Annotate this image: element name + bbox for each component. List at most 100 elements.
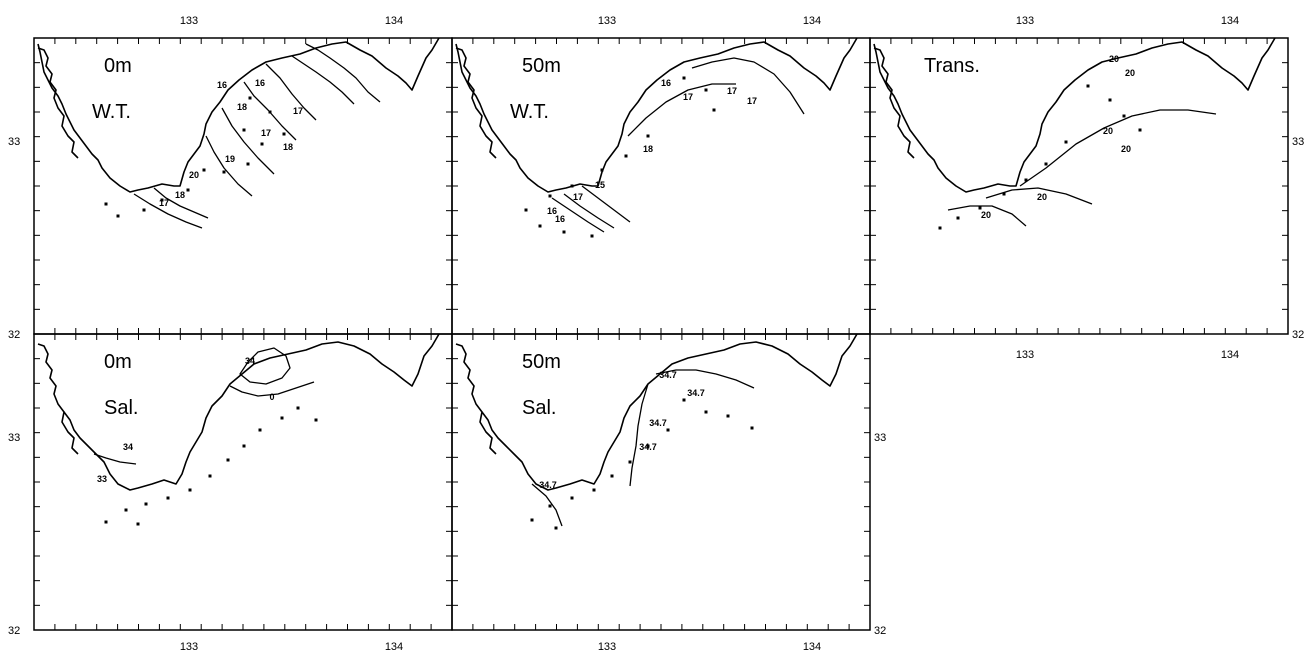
station-marker <box>554 526 558 530</box>
contour-value-label: 16 <box>217 80 227 90</box>
contour-line <box>691 57 805 115</box>
station-marker <box>160 198 164 202</box>
contour-value-label: 34 <box>123 442 133 452</box>
panel-variable-label: Sal. <box>104 397 138 419</box>
station-marker <box>548 504 552 508</box>
contour-line <box>243 81 297 141</box>
contour-value-label: 34.7 <box>649 418 667 428</box>
contour-line <box>629 383 649 487</box>
panel-variable-label: W.T. <box>92 101 131 123</box>
panel-variable-label: Sal. <box>522 397 556 419</box>
station-marker <box>726 414 730 418</box>
contour-value-label: 17 <box>293 106 303 116</box>
station-marker <box>280 416 284 420</box>
panel-depth-label: 0m <box>104 351 132 373</box>
contour-value-label: 20 <box>1037 192 1047 202</box>
station-marker <box>248 96 252 100</box>
station-marker <box>314 418 318 422</box>
contour-value-label: 16 <box>661 78 671 88</box>
station-marker <box>666 428 670 432</box>
contour-value-label: 34.7 <box>539 480 557 490</box>
station-marker <box>1064 140 1068 144</box>
contour-value-label: 17 <box>261 128 271 138</box>
coastline <box>873 37 1276 193</box>
station-marker <box>188 488 192 492</box>
left-axis-label: 33 <box>8 136 20 148</box>
station-marker <box>682 398 686 402</box>
coastline <box>455 37 858 193</box>
top-axis-label: 133 <box>598 15 616 27</box>
contour-value-label: 34.7 <box>659 370 677 380</box>
panel-variable-label: W.T. <box>510 101 549 123</box>
contour-value-label: 17 <box>727 86 737 96</box>
contour-value-label: 19 <box>225 154 235 164</box>
axes-layer: 133 134 133 134 133 134 133 134 133 134 133 134 33 32… <box>8 15 1304 653</box>
station-marker <box>1108 98 1112 102</box>
top-axis-label: 133 <box>1016 15 1034 27</box>
station-marker <box>624 154 628 158</box>
bottom-axis-label: 134 <box>1221 349 1239 361</box>
station-marker <box>1086 84 1090 88</box>
contour-line <box>221 107 275 175</box>
contour-line <box>947 205 1027 227</box>
left-axis-label: 33 <box>8 432 20 444</box>
panel-depth-label: 50m <box>522 351 561 373</box>
contour-line <box>291 55 355 105</box>
station-marker <box>1122 114 1126 118</box>
station-marker <box>538 224 542 228</box>
station-marker <box>978 206 982 210</box>
panel-frame <box>869 37 1289 335</box>
right-axis-label: 32 <box>1292 329 1304 341</box>
coastline-west <box>455 47 497 159</box>
panel-frame <box>33 37 453 335</box>
contour-value-label: 33 <box>97 474 107 484</box>
contour-line <box>205 135 253 197</box>
contour-value-label: 20 <box>1125 68 1135 78</box>
station-marker <box>524 208 528 212</box>
map-panel-wt-0m: 16 16 18 17 17 18 19 20 18 17 0m W.T. <box>33 37 453 335</box>
contour-line <box>1019 109 1217 187</box>
station-marker <box>682 76 686 80</box>
coastline-west <box>37 343 79 455</box>
contour-value-label: 18 <box>643 144 653 154</box>
contour-line <box>239 347 291 385</box>
contour-value-label: 16 <box>547 206 557 216</box>
contour-line <box>305 43 381 103</box>
left-axis-label: 32 <box>8 625 20 637</box>
right-axis-label: 33 <box>874 432 886 444</box>
station-marker <box>646 134 650 138</box>
right-axis-label: 33 <box>1292 136 1304 148</box>
contour-value-label: 34 <box>245 356 255 366</box>
contour-value-label: 20 <box>1103 126 1113 136</box>
coastline-west <box>37 47 79 159</box>
contour-line <box>531 483 563 527</box>
station-marker <box>956 216 960 220</box>
station-marker <box>246 162 250 166</box>
panel-depth-label: 50m <box>522 55 561 77</box>
top-axis-label: 134 <box>385 15 403 27</box>
panel-depth-label: 0m <box>104 55 132 77</box>
station-marker <box>144 502 148 506</box>
station-marker <box>136 522 140 526</box>
station-marker <box>610 474 614 478</box>
contour-value-label: 20 <box>189 170 199 180</box>
top-axis-label: 134 <box>803 15 821 27</box>
station-marker <box>704 88 708 92</box>
station-marker <box>704 410 708 414</box>
contour-value-label: 16 <box>555 214 565 224</box>
contour-value-label: 18 <box>283 142 293 152</box>
contour-value-label: 20 <box>981 210 991 220</box>
panel-variable-label: Trans. <box>924 55 980 77</box>
contour-line <box>551 197 605 233</box>
station-marker <box>1044 162 1048 166</box>
right-axis-label: 32 <box>874 625 886 637</box>
coastline <box>481 333 858 491</box>
contour-line <box>133 193 203 229</box>
coastline <box>37 37 440 193</box>
top-axis-label: 133 <box>180 15 198 27</box>
station-marker <box>750 426 754 430</box>
station-marker <box>646 444 650 448</box>
station-marker <box>282 132 286 136</box>
